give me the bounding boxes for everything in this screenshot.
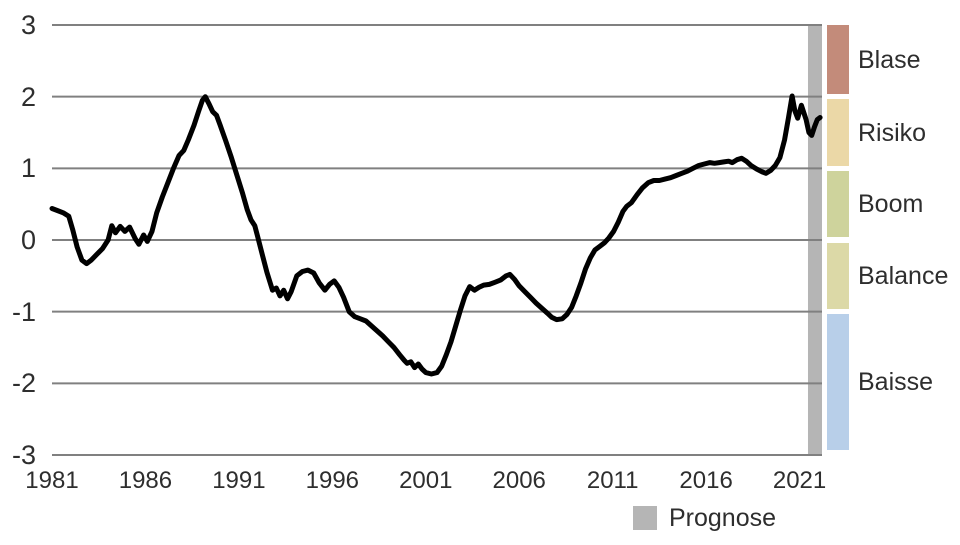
y-tick-label: -3 <box>11 440 36 470</box>
prognose-legend-swatch <box>633 506 657 530</box>
category-band-label-blase: Blase <box>858 45 921 74</box>
x-tick-label: 1991 <box>212 467 266 494</box>
category-band-label-baisse: Baisse <box>858 368 934 397</box>
category-band-baisse <box>827 314 849 450</box>
x-tick-label: 2016 <box>679 467 733 494</box>
prognose-legend: Prognose <box>633 505 776 531</box>
x-tick-label: 2011 <box>586 467 639 494</box>
y-tick-label: 2 <box>20 81 36 112</box>
x-tick-label: 2006 <box>492 467 546 494</box>
x-tick-label: 2021 <box>772 467 827 494</box>
category-band-label-balance: Balance <box>858 261 949 290</box>
category-band-balance <box>827 242 849 310</box>
prognose-legend-label: Prognose <box>669 504 777 532</box>
category-band-boom <box>827 170 849 238</box>
y-tick-label: -1 <box>11 296 36 327</box>
category-band-risiko <box>827 99 849 166</box>
indicator-line <box>49 93 823 377</box>
y-tick-label: 0 <box>20 225 36 255</box>
category-band-label-risiko: Risiko <box>858 118 927 147</box>
x-tick-label: 1981 <box>25 467 79 494</box>
y-tick-label: -2 <box>11 368 36 399</box>
x-tick-label: 1986 <box>118 467 173 494</box>
x-tick-label: 1996 <box>305 467 360 494</box>
y-tick-label: 1 <box>20 153 36 184</box>
x-tick-label: 2001 <box>399 467 453 494</box>
category-band-blase <box>827 25 849 95</box>
y-tick-label: 3 <box>20 10 36 40</box>
category-band-label-boom: Boom <box>858 190 924 219</box>
